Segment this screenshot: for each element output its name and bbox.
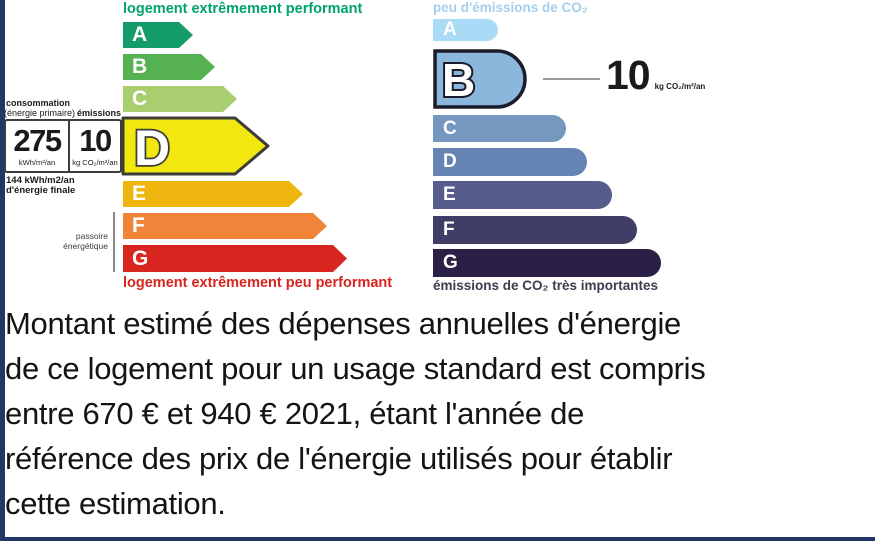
energy-bar-a: A — [123, 22, 193, 48]
energy-title-top: logement extrêmement performant — [123, 1, 363, 17]
co2-value-group: 10 kg CO₂/m²/an — [606, 54, 705, 96]
energy-bar-c: C — [123, 86, 237, 112]
energy-bar-g: G — [123, 245, 347, 272]
d-arrow-letter: D — [134, 120, 170, 176]
final-energy-line2: d'énergie finale — [6, 185, 76, 196]
emissions-unit: kg CO₂/m²/an — [72, 158, 118, 167]
d-arrow-shape — [121, 116, 270, 176]
final-energy-line1: 144 kWh/m2/an — [6, 175, 75, 186]
energy-title-bottom: logement extrêmement peu performant — [123, 275, 393, 291]
co2-bar-f: F — [433, 216, 637, 244]
b-bar-shape — [433, 49, 527, 109]
paragraph-line: cette estimation. — [5, 486, 226, 521]
co2-bar-d: D — [433, 148, 587, 176]
sieve-bracket-line — [113, 212, 115, 272]
paragraph-line: de ce logement pour un usage standard es… — [5, 351, 706, 386]
consumption-unit: kWh/m²/an — [18, 158, 56, 167]
energy-bar-e: E — [123, 181, 303, 207]
consumption-header: consommation — [6, 98, 71, 108]
co2-title-bottom: émissions de CO₂ très importantes — [433, 278, 659, 293]
co2-title-top: peu d'émissions de CO₂ — [433, 0, 588, 15]
co2-connector-line — [543, 78, 600, 80]
sieve-line2: énergétique — [63, 241, 108, 251]
co2-class-b-indicator: B — [433, 49, 527, 109]
energy-sieve-label: passoire énergétique — [28, 231, 108, 251]
cost-estimate-paragraph: Montant estimé des dépenses annuelles d'… — [5, 301, 873, 526]
paragraph-line: entre 670 € et 940 € 2021, étant l'année… — [5, 396, 585, 431]
sieve-line1: passoire — [75, 231, 108, 241]
consumption-value-cell: 275 kWh/m²/an — [6, 121, 70, 171]
co2-value: 10 — [606, 52, 651, 98]
left-border-line — [0, 0, 5, 541]
paragraph-line: Montant estimé des dépenses annuelles d'… — [5, 306, 681, 341]
co2-bar-c: C — [433, 115, 566, 142]
bottom-border-line — [0, 537, 875, 541]
emissions-header: émissions — [77, 108, 122, 118]
co2-bar-e: E — [433, 181, 612, 209]
energy-bar-b: B — [123, 54, 215, 80]
energy-value-box: 275 kWh/m²/an 10 kg CO₂/m²/an — [4, 119, 122, 173]
co2-bar-g: G — [433, 249, 661, 277]
emissions-value: 10 — [79, 123, 112, 158]
emissions-value-cell: 10 kg CO₂/m²/an — [70, 121, 120, 171]
energy-bar-f: F — [123, 213, 327, 239]
co2-bar-a: A — [433, 19, 498, 41]
co2-value-unit: kg CO₂/m²/an — [654, 82, 706, 91]
b-bar-letter: B — [442, 54, 475, 106]
consumption-subheader: (énergie primaire) — [4, 108, 76, 118]
paragraph-line: référence des prix de l'énergie utilisés… — [5, 441, 673, 476]
consumption-value: 275 — [13, 123, 62, 158]
final-energy-label: 144 kWh/m2/an d'énergie finale — [6, 176, 75, 196]
energy-class-d-indicator: D — [121, 116, 270, 176]
